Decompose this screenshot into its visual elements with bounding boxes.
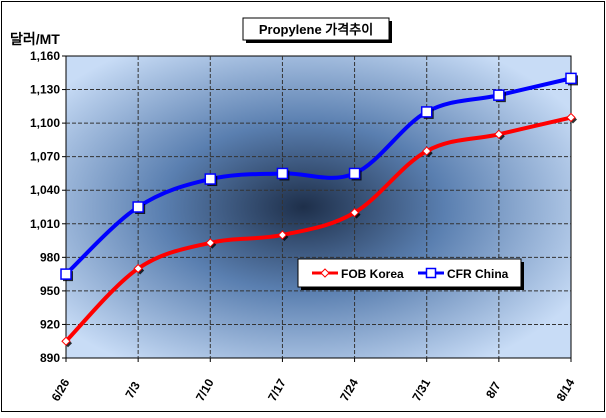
y-tick-label: 890 — [40, 351, 60, 365]
title-box — [242, 17, 390, 41]
data-point-fob-korea — [205, 238, 215, 248]
data-point-fob-korea — [277, 230, 288, 240]
data-point-cfr-china — [420, 106, 433, 118]
y-tick-label: 950 — [40, 284, 60, 298]
legend-marker-fob-korea — [320, 268, 330, 278]
y-tick-label: 980 — [40, 250, 60, 264]
series — [60, 72, 578, 348]
y-axis-label: 달러/MT — [10, 31, 60, 47]
y-tick-label: 1,100 — [30, 116, 60, 130]
y-tick-label: 1,040 — [30, 183, 60, 197]
legend-marker-cfr-china — [425, 267, 437, 279]
data-point-cfr-china — [204, 173, 217, 185]
data-point-cfr-china — [565, 72, 577, 85]
series-cfr-china — [60, 72, 578, 282]
y-tick-label: 1,130 — [30, 83, 60, 97]
data-point-fob-korea — [349, 207, 360, 218]
data-point-fob-korea — [61, 336, 71, 346]
y-tick-label: 1,010 — [30, 217, 60, 231]
data-point-fob-korea — [566, 112, 576, 123]
grid — [66, 56, 571, 358]
data-point-fob-korea — [133, 263, 143, 274]
legend: FOB Korea CFR China — [297, 258, 524, 290]
data-point-cfr-china — [348, 167, 361, 180]
data-point-cfr-china — [276, 167, 289, 180]
data-point-cfr-china — [493, 89, 505, 101]
data-point-cfr-china — [132, 201, 144, 213]
y-tick-label: 1,160 — [30, 49, 60, 63]
y-tick-label: 920 — [40, 317, 60, 331]
plot-area — [65, 55, 572, 359]
legend-label-cfr-china: CFR China — [447, 267, 509, 281]
data-point-fob-korea — [494, 129, 504, 140]
series-fob-korea — [61, 112, 577, 348]
chart-title: Propylene 가격추이 — [259, 22, 373, 37]
y-tick-label: 1,070 — [30, 150, 60, 164]
data-point-fob-korea — [422, 146, 432, 156]
data-point-cfr-china — [60, 268, 72, 280]
legend-label-fob-korea: FOB Korea — [341, 267, 404, 281]
